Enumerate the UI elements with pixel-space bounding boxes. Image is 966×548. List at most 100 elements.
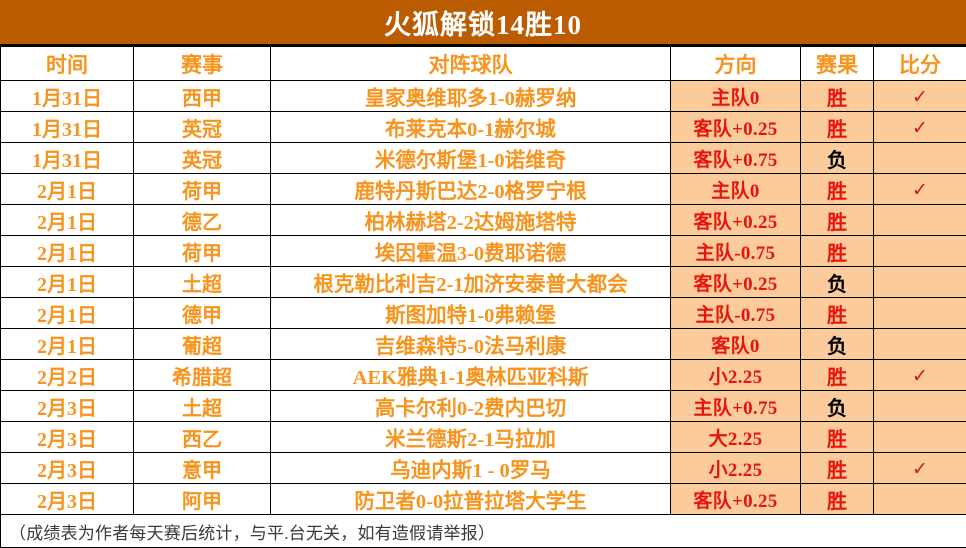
cell-result: 负 [801,267,874,298]
cell-time: 1月31日 [1,143,134,174]
cell-time: 1月31日 [1,81,134,112]
check-icon: ✓ [912,460,928,479]
check-icon: ✓ [912,367,928,386]
cell-direction: 主队0 [671,81,801,112]
cell-score [874,391,966,422]
cell-result: 胜 [801,205,874,236]
check-icon: ✓ [912,88,928,107]
cell-match: 皇家奥维耶多1-0赫罗纳 [271,81,671,112]
cell-time: 2月2日 [1,360,134,391]
cell-result: 胜 [801,422,874,453]
cell-match: 米兰德斯2-1马拉加 [271,422,671,453]
table-header: 时间 赛事 对阵球队 方向 赛果 比分 [1,47,966,81]
cell-direction: 主队-0.75 [671,298,801,329]
cell-score: ✓ [874,360,966,391]
cell-league: 意甲 [134,453,271,484]
cell-result: 胜 [801,236,874,267]
cell-direction: 小2.25 [671,360,801,391]
cell-league: 西乙 [134,422,271,453]
cell-score: ✓ [874,174,966,205]
cell-direction: 客队+0.25 [671,484,801,515]
cell-direction: 主队-0.75 [671,236,801,267]
column-header-time: 时间 [1,47,134,81]
cell-league: 荷甲 [134,236,271,267]
cell-score [874,205,966,236]
cell-direction: 客队0 [671,329,801,360]
cell-league: 土超 [134,267,271,298]
cell-time: 2月1日 [1,298,134,329]
cell-result: 胜 [801,112,874,143]
cell-league: 希腊超 [134,360,271,391]
cell-direction: 大2.25 [671,422,801,453]
column-header-league: 赛事 [134,47,271,81]
cell-match: 布莱克本0-1赫尔城 [271,112,671,143]
cell-score: ✓ [874,453,966,484]
cell-direction: 主队0 [671,174,801,205]
header-row: 时间 赛事 对阵球队 方向 赛果 比分 [1,47,966,81]
cell-time: 2月3日 [1,422,134,453]
cell-result: 胜 [801,81,874,112]
cell-score [874,267,966,298]
cell-time: 2月1日 [1,174,134,205]
cell-time: 2月3日 [1,484,134,515]
cell-time: 2月3日 [1,391,134,422]
cell-result: 胜 [801,174,874,205]
cell-match: 柏林赫塔2-2达姆施塔特 [271,205,671,236]
cell-direction: 主队+0.75 [671,391,801,422]
results-table: 时间 赛事 对阵球队 方向 赛果 比分 1月31日西甲皇家奥维耶多1-0赫罗纳主… [0,46,966,548]
cell-score [874,329,966,360]
cell-score: ✓ [874,81,966,112]
cell-league: 英冠 [134,112,271,143]
column-header-score: 比分 [874,47,966,81]
cell-league: 荷甲 [134,174,271,205]
cell-score [874,484,966,515]
cell-time: 2月1日 [1,236,134,267]
cell-match: 吉维森特5-0法马利康 [271,329,671,360]
cell-result: 胜 [801,360,874,391]
cell-match: 防卫者0-0拉普拉塔大学生 [271,484,671,515]
score-sheet: 火狐解锁14胜10 时间 赛事 对阵球队 方向 赛果 比分 1月31日西甲皇家奥… [0,0,966,526]
cell-league: 阿甲 [134,484,271,515]
cell-direction: 小2.25 [671,453,801,484]
cell-league: 葡超 [134,329,271,360]
cell-direction: 客队+0.25 [671,205,801,236]
cell-result: 胜 [801,484,874,515]
cell-match: 埃因霍温3-0费耶诺德 [271,236,671,267]
cell-league: 土超 [134,391,271,422]
column-header-match: 对阵球队 [271,47,671,81]
cell-direction: 客队+0.25 [671,112,801,143]
table-footer: （成绩表为作者每天赛后统计，与平.台无关，如有造假请举报） [1,515,966,548]
cell-match: 斯图加特1-0弗赖堡 [271,298,671,329]
check-icon: ✓ [912,181,928,200]
cell-time: 2月1日 [1,329,134,360]
column-header-result: 赛果 [801,47,874,81]
cell-time: 1月31日 [1,112,134,143]
cell-league: 西甲 [134,81,271,112]
cell-result: 负 [801,329,874,360]
check-icon: ✓ [912,119,928,138]
cell-score [874,422,966,453]
column-header-direction: 方向 [671,47,801,81]
cell-result: 胜 [801,453,874,484]
cell-time: 2月3日 [1,453,134,484]
cell-result: 负 [801,143,874,174]
cell-score [874,236,966,267]
cell-result: 胜 [801,298,874,329]
cell-match: 鹿特丹斯巴达2-0格罗宁根 [271,174,671,205]
cell-direction: 客队+0.25 [671,267,801,298]
footer-row: （成绩表为作者每天赛后统计，与平.台无关，如有造假请举报） [1,515,966,548]
cell-match: 高卡尔利0-2费内巴切 [271,391,671,422]
